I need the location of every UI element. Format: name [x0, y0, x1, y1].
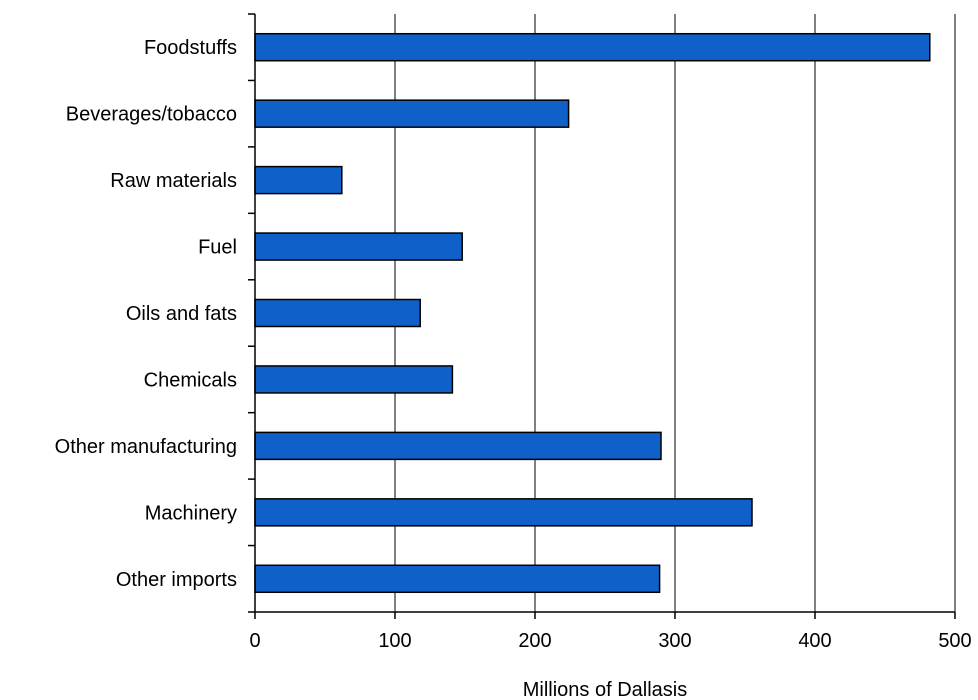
- bar-4: [254, 298, 421, 328]
- bar-7: [254, 498, 753, 527]
- category-label-8: Other imports: [116, 569, 237, 591]
- bar-2: [254, 165, 343, 195]
- bar-8: [254, 564, 661, 594]
- x-tick-label-5: 500: [938, 630, 971, 652]
- category-label-0: Foodstuffs: [144, 37, 237, 59]
- x-tick-label-0: 0: [249, 630, 260, 652]
- bar-6: [254, 431, 662, 461]
- category-label-4: Oils and fats: [126, 303, 237, 325]
- bar-1: [254, 99, 570, 128]
- category-label-1: Beverages/tobacco: [66, 104, 237, 126]
- x-tick-label-1: 100: [378, 630, 411, 652]
- category-label-7: Machinery: [145, 502, 237, 524]
- bar-5: [254, 365, 454, 394]
- labels: Foodstuffs Beverages/tobacco Raw materials…: [55, 37, 972, 652]
- bar-3: [254, 232, 463, 261]
- x-tick-label-3: 300: [658, 630, 691, 652]
- category-label-2: Raw materials: [110, 170, 237, 192]
- bar-0: [254, 32, 931, 62]
- category-label-5: Chemicals: [144, 369, 237, 391]
- category-label-3: Fuel: [198, 237, 237, 259]
- x-axis-title: Millions of Dallasis: [523, 679, 688, 700]
- x-tick-label-4: 400: [798, 630, 831, 652]
- x-tick-label-2: 200: [518, 630, 551, 652]
- axes: [248, 13, 956, 619]
- bars: [254, 32, 931, 594]
- category-label-6: Other manufacturing: [55, 436, 237, 458]
